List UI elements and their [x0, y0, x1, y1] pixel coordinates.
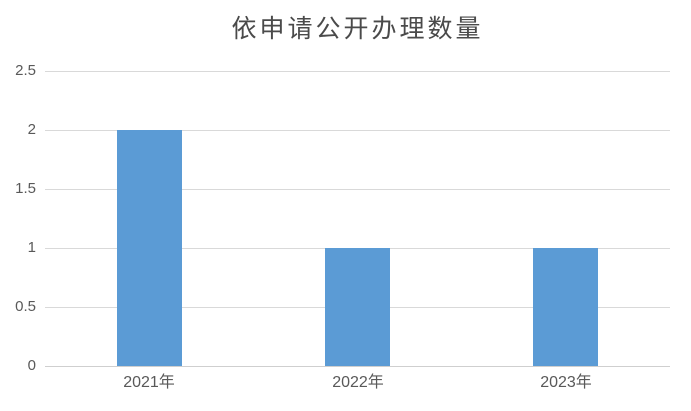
y-axis-tick-label: 0.5: [15, 298, 36, 315]
y-axis-tick-label: 2.5: [15, 62, 36, 79]
x-axis-category-label: 2023年: [540, 374, 592, 391]
y-axis-tick-label: 0: [27, 357, 36, 374]
y-axis-tick-label: 1.5: [15, 180, 36, 197]
chart-title: 依申请公开办理数量: [231, 16, 484, 43]
x-axis-category-label: 2022年: [332, 374, 384, 391]
gridline: [45, 189, 670, 190]
gridline: [45, 130, 670, 131]
y-axis-tick-label: 2: [27, 121, 36, 138]
x-axis-category-label: 2021年: [123, 374, 175, 391]
plot-area: [45, 71, 670, 367]
gridline: [45, 71, 670, 72]
y-axis-tick-label: 1: [27, 239, 36, 256]
bar-3: [533, 248, 598, 366]
bar-1: [117, 130, 182, 366]
bar-2: [325, 248, 390, 366]
